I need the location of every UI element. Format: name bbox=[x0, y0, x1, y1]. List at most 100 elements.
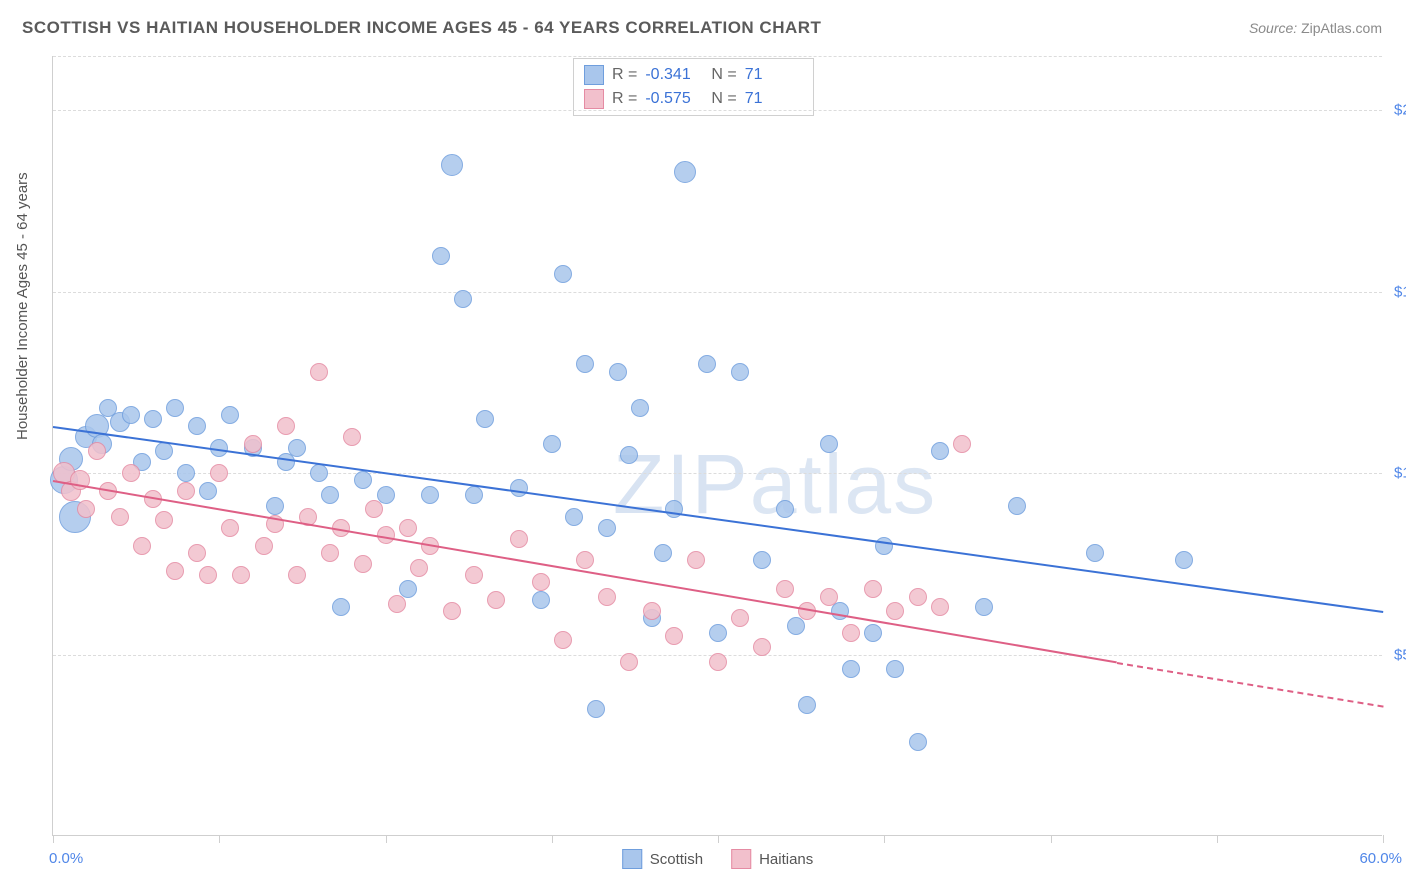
data-point bbox=[476, 410, 494, 428]
data-point bbox=[842, 660, 860, 678]
data-point bbox=[310, 363, 328, 381]
legend-swatch bbox=[731, 849, 751, 869]
data-point bbox=[709, 624, 727, 642]
data-point bbox=[221, 406, 239, 424]
data-point bbox=[177, 482, 195, 500]
data-point bbox=[166, 399, 184, 417]
data-point bbox=[177, 464, 195, 482]
stats-row: R = -0.341 N = 71 bbox=[584, 63, 803, 87]
data-point bbox=[798, 696, 816, 714]
x-tick bbox=[1217, 835, 1218, 843]
data-point bbox=[310, 464, 328, 482]
data-point bbox=[576, 551, 594, 569]
data-point bbox=[166, 562, 184, 580]
y-axis-title: Householder Income Ages 45 - 64 years bbox=[14, 172, 31, 440]
data-point bbox=[77, 500, 95, 518]
r-value: -0.341 bbox=[645, 66, 703, 84]
data-point bbox=[532, 573, 550, 591]
data-point bbox=[543, 435, 561, 453]
data-point bbox=[665, 500, 683, 518]
data-point bbox=[576, 355, 594, 373]
n-value: 71 bbox=[745, 66, 803, 84]
y-tick-label: $200,000 bbox=[1384, 102, 1406, 119]
data-point bbox=[388, 595, 406, 613]
data-point bbox=[731, 609, 749, 627]
x-tick bbox=[552, 835, 553, 843]
data-point bbox=[188, 417, 206, 435]
data-point bbox=[643, 602, 661, 620]
data-point bbox=[144, 410, 162, 428]
data-point bbox=[399, 519, 417, 537]
data-point bbox=[255, 537, 273, 555]
data-point bbox=[587, 700, 605, 718]
data-point bbox=[443, 602, 461, 620]
plot-area: ZIPatlas R =-0.341N =71R =-0.575N =71 0.… bbox=[52, 56, 1382, 836]
data-point bbox=[620, 446, 638, 464]
data-point bbox=[421, 486, 439, 504]
data-point bbox=[88, 442, 106, 460]
correlation-stats-box: R =-0.341N =71R =-0.575N =71 bbox=[573, 58, 814, 116]
r-label: R = bbox=[612, 66, 637, 84]
data-point bbox=[454, 290, 472, 308]
chart-title: SCOTTISH VS HAITIAN HOUSEHOLDER INCOME A… bbox=[22, 18, 821, 38]
legend-item: Haitians bbox=[731, 849, 813, 869]
data-point bbox=[122, 406, 140, 424]
data-point bbox=[288, 439, 306, 457]
watermark: ZIPatlas bbox=[613, 436, 937, 533]
data-point bbox=[654, 544, 672, 562]
data-point bbox=[687, 551, 705, 569]
x-axis-min-label: 0.0% bbox=[49, 850, 83, 867]
data-point bbox=[432, 247, 450, 265]
x-tick bbox=[386, 835, 387, 843]
data-point bbox=[288, 566, 306, 584]
n-value: 71 bbox=[745, 90, 803, 108]
source-label: Source: bbox=[1249, 20, 1297, 36]
data-point bbox=[842, 624, 860, 642]
data-point bbox=[631, 399, 649, 417]
x-tick bbox=[219, 835, 220, 843]
data-point bbox=[321, 486, 339, 504]
legend-label: Haitians bbox=[759, 851, 813, 868]
trend-line-extrapolated bbox=[1117, 662, 1383, 708]
data-point bbox=[886, 660, 904, 678]
data-point bbox=[321, 544, 339, 562]
data-point bbox=[410, 559, 428, 577]
source-attribution: Source: ZipAtlas.com bbox=[1249, 20, 1382, 36]
data-point bbox=[753, 551, 771, 569]
series-swatch bbox=[584, 89, 604, 109]
r-value: -0.575 bbox=[645, 90, 703, 108]
data-point bbox=[1086, 544, 1104, 562]
data-point bbox=[953, 435, 971, 453]
data-point bbox=[909, 733, 927, 751]
legend-item: Scottish bbox=[622, 849, 703, 869]
data-point bbox=[565, 508, 583, 526]
data-point bbox=[232, 566, 250, 584]
data-point bbox=[465, 486, 483, 504]
data-point bbox=[1175, 551, 1193, 569]
data-point bbox=[277, 417, 295, 435]
data-point bbox=[343, 428, 361, 446]
source-value: ZipAtlas.com bbox=[1301, 20, 1382, 36]
n-label: N = bbox=[711, 66, 736, 84]
data-point bbox=[776, 500, 794, 518]
trend-line bbox=[53, 426, 1383, 613]
data-point bbox=[532, 591, 550, 609]
data-point bbox=[133, 537, 151, 555]
data-point bbox=[598, 519, 616, 537]
x-tick bbox=[1383, 835, 1384, 843]
data-point bbox=[598, 588, 616, 606]
series-swatch bbox=[584, 65, 604, 85]
legend-swatch bbox=[622, 849, 642, 869]
data-point bbox=[155, 442, 173, 460]
data-point bbox=[199, 566, 217, 584]
x-axis-max-label: 60.0% bbox=[1359, 850, 1402, 867]
x-tick bbox=[1051, 835, 1052, 843]
y-tick-label: $150,000 bbox=[1384, 283, 1406, 300]
data-point bbox=[776, 580, 794, 598]
data-point bbox=[354, 555, 372, 573]
data-point bbox=[266, 497, 284, 515]
data-point bbox=[931, 442, 949, 460]
r-label: R = bbox=[612, 90, 637, 108]
data-point bbox=[277, 453, 295, 471]
legend: Scottish Haitians bbox=[622, 849, 814, 869]
